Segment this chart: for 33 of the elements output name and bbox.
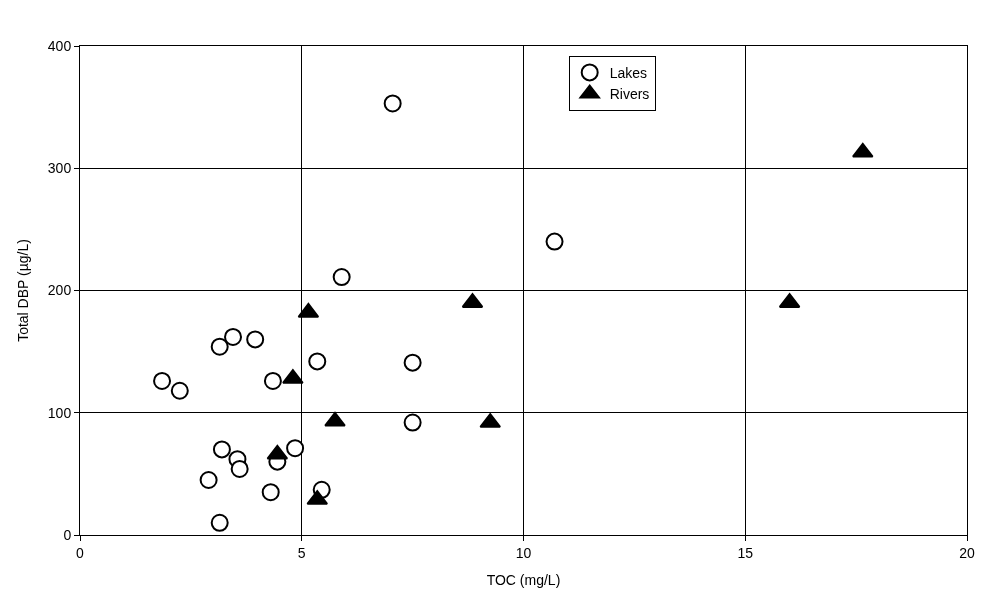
point xyxy=(383,94,402,113)
y-tick-label: 300 xyxy=(47,160,72,177)
x-tick-label: 5 xyxy=(297,544,306,561)
point xyxy=(230,459,249,478)
point xyxy=(212,440,231,459)
point xyxy=(324,411,346,427)
point xyxy=(332,268,351,287)
point xyxy=(286,439,305,458)
legend-label: Lakes xyxy=(609,64,648,81)
y-tick-label: 0 xyxy=(63,526,72,543)
point xyxy=(210,513,229,532)
point xyxy=(210,337,229,356)
point xyxy=(170,381,189,400)
point xyxy=(224,327,243,346)
y-tick-label: 100 xyxy=(47,404,72,421)
y-tick-label: 400 xyxy=(47,37,72,54)
x-tick-label: 0 xyxy=(76,544,85,561)
point xyxy=(153,371,172,390)
point xyxy=(545,232,564,251)
point xyxy=(403,353,422,372)
point xyxy=(261,483,280,502)
point xyxy=(403,413,422,432)
x-tick-label: 15 xyxy=(737,544,754,561)
y-axis-title: Total DBP (µg/L) xyxy=(15,239,32,342)
y-tick-label: 200 xyxy=(47,282,72,299)
point xyxy=(263,371,282,390)
point xyxy=(246,330,265,349)
x-tick-label: 10 xyxy=(515,544,532,561)
legend-label: Rivers xyxy=(609,86,650,103)
x-tick-label: 20 xyxy=(959,544,975,561)
point xyxy=(308,352,327,371)
x-axis-title: TOC (mg/L) xyxy=(486,572,561,589)
point xyxy=(199,470,218,489)
